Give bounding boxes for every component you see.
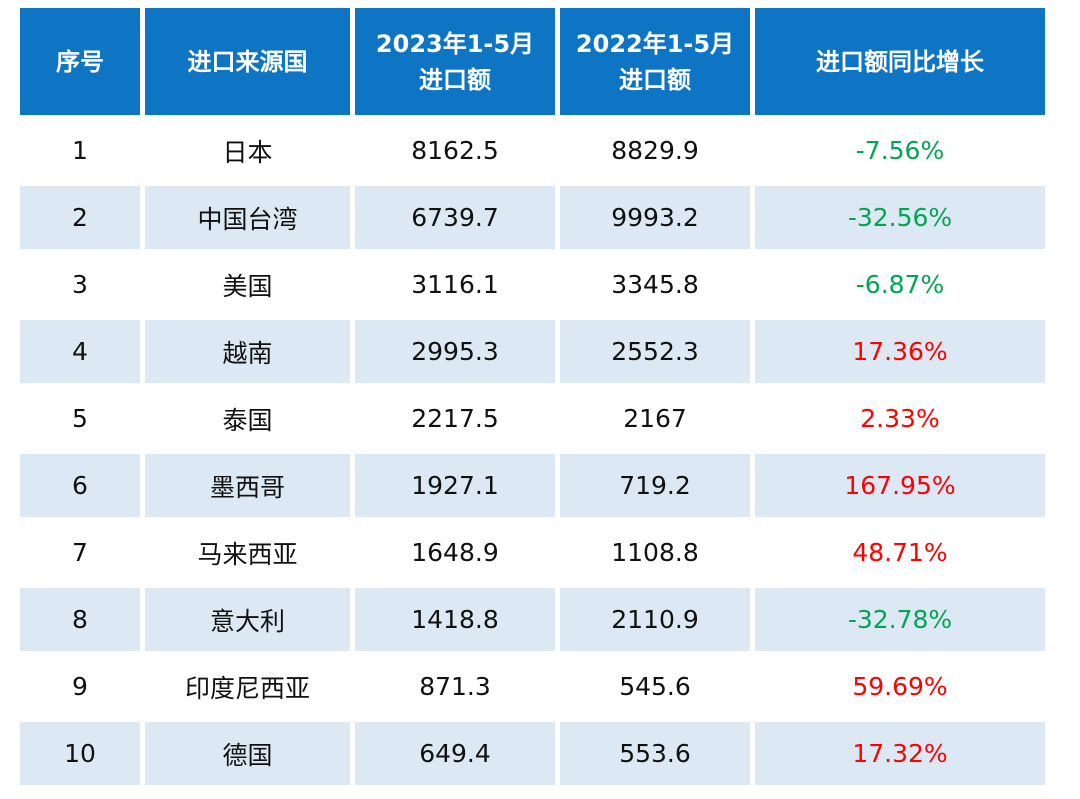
cell-index: 2 bbox=[20, 186, 140, 249]
cell-index: 10 bbox=[20, 722, 140, 785]
cell-amount-2023: 1648.9 bbox=[355, 521, 555, 584]
cell-amount-2023: 1418.8 bbox=[355, 588, 555, 651]
cell-index: 9 bbox=[20, 655, 140, 718]
cell-amount-2022: 9993.2 bbox=[560, 186, 750, 249]
cell-amount-2022: 719.2 bbox=[560, 454, 750, 517]
cell-index: 5 bbox=[20, 387, 140, 450]
cell-amount-2023: 6739.7 bbox=[355, 186, 555, 249]
col-header-amount-2023: 2023年1-5月进口额 bbox=[355, 8, 555, 115]
cell-amount-2022: 1108.8 bbox=[560, 521, 750, 584]
col-header-country: 进口来源国 bbox=[145, 8, 350, 115]
table-body: 1 日本 8162.5 8829.9 -7.56% 2 中国台湾 6739.7 9993.2 -3… bbox=[20, 119, 1045, 785]
table-row: 4 越南 2995.3 2552.3 17.36% bbox=[20, 320, 1045, 383]
cell-amount-2023: 2217.5 bbox=[355, 387, 555, 450]
table-row: 10 德国 649.4 553.6 17.32% bbox=[20, 722, 1045, 785]
cell-amount-2023: 3116.1 bbox=[355, 253, 555, 316]
col-header-amount-2022: 2022年1-5月进口额 bbox=[560, 8, 750, 115]
cell-country: 墨西哥 bbox=[145, 454, 350, 517]
cell-growth: -32.78% bbox=[755, 588, 1045, 651]
cell-index: 1 bbox=[20, 119, 140, 182]
cell-country: 泰国 bbox=[145, 387, 350, 450]
cell-growth: 59.69% bbox=[755, 655, 1045, 718]
cell-amount-2022: 2552.3 bbox=[560, 320, 750, 383]
cell-growth: 17.36% bbox=[755, 320, 1045, 383]
cell-growth: 167.95% bbox=[755, 454, 1045, 517]
cell-amount-2022: 545.6 bbox=[560, 655, 750, 718]
table-row: 5 泰国 2217.5 2167 2.33% bbox=[20, 387, 1045, 450]
table-row: 9 印度尼西亚 871.3 545.6 59.69% bbox=[20, 655, 1045, 718]
cell-growth: 48.71% bbox=[755, 521, 1045, 584]
cell-growth: -7.56% bbox=[755, 119, 1045, 182]
col-header-index: 序号 bbox=[20, 8, 140, 115]
table-row: 2 中国台湾 6739.7 9993.2 -32.56% bbox=[20, 186, 1045, 249]
import-source-table: 序号 进口来源国 2023年1-5月进口额 2022年1-5月进口额 进口额同比… bbox=[15, 4, 1050, 789]
cell-amount-2022: 2167 bbox=[560, 387, 750, 450]
table-row: 7 马来西亚 1648.9 1108.8 48.71% bbox=[20, 521, 1045, 584]
cell-index: 8 bbox=[20, 588, 140, 651]
cell-amount-2023: 2995.3 bbox=[355, 320, 555, 383]
cell-country: 德国 bbox=[145, 722, 350, 785]
cell-country: 越南 bbox=[145, 320, 350, 383]
cell-growth: 17.32% bbox=[755, 722, 1045, 785]
cell-amount-2023: 8162.5 bbox=[355, 119, 555, 182]
cell-country: 马来西亚 bbox=[145, 521, 350, 584]
cell-country: 中国台湾 bbox=[145, 186, 350, 249]
cell-growth: -6.87% bbox=[755, 253, 1045, 316]
cell-amount-2022: 553.6 bbox=[560, 722, 750, 785]
cell-country: 美国 bbox=[145, 253, 350, 316]
cell-growth: 2.33% bbox=[755, 387, 1045, 450]
cell-growth: -32.56% bbox=[755, 186, 1045, 249]
cell-amount-2022: 8829.9 bbox=[560, 119, 750, 182]
cell-amount-2022: 3345.8 bbox=[560, 253, 750, 316]
cell-amount-2023: 649.4 bbox=[355, 722, 555, 785]
cell-index: 6 bbox=[20, 454, 140, 517]
cell-amount-2023: 1927.1 bbox=[355, 454, 555, 517]
cell-country: 印度尼西亚 bbox=[145, 655, 350, 718]
cell-amount-2023: 871.3 bbox=[355, 655, 555, 718]
cell-index: 3 bbox=[20, 253, 140, 316]
cell-index: 7 bbox=[20, 521, 140, 584]
cell-index: 4 bbox=[20, 320, 140, 383]
cell-amount-2022: 2110.9 bbox=[560, 588, 750, 651]
table-row: 3 美国 3116.1 3345.8 -6.87% bbox=[20, 253, 1045, 316]
table-row: 8 意大利 1418.8 2110.9 -32.78% bbox=[20, 588, 1045, 651]
table-row: 6 墨西哥 1927.1 719.2 167.95% bbox=[20, 454, 1045, 517]
header-row: 序号 进口来源国 2023年1-5月进口额 2022年1-5月进口额 进口额同比… bbox=[20, 8, 1045, 115]
table-row: 1 日本 8162.5 8829.9 -7.56% bbox=[20, 119, 1045, 182]
cell-country: 日本 bbox=[145, 119, 350, 182]
cell-country: 意大利 bbox=[145, 588, 350, 651]
col-header-growth: 进口额同比增长 bbox=[755, 8, 1045, 115]
